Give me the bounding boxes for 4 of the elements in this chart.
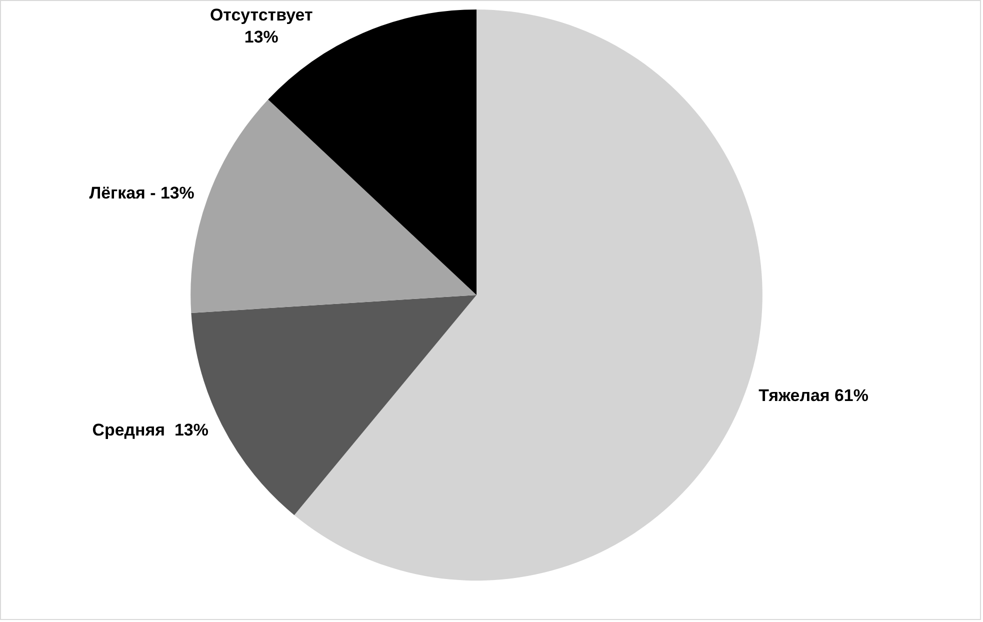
slice-label: Тяжелая 61% bbox=[758, 386, 868, 406]
slice-label: Средняя 13% bbox=[92, 420, 208, 440]
slice-label: Отсутствует 13% bbox=[210, 6, 313, 47]
slice-label: Лёгкая - 13% bbox=[89, 183, 194, 202]
